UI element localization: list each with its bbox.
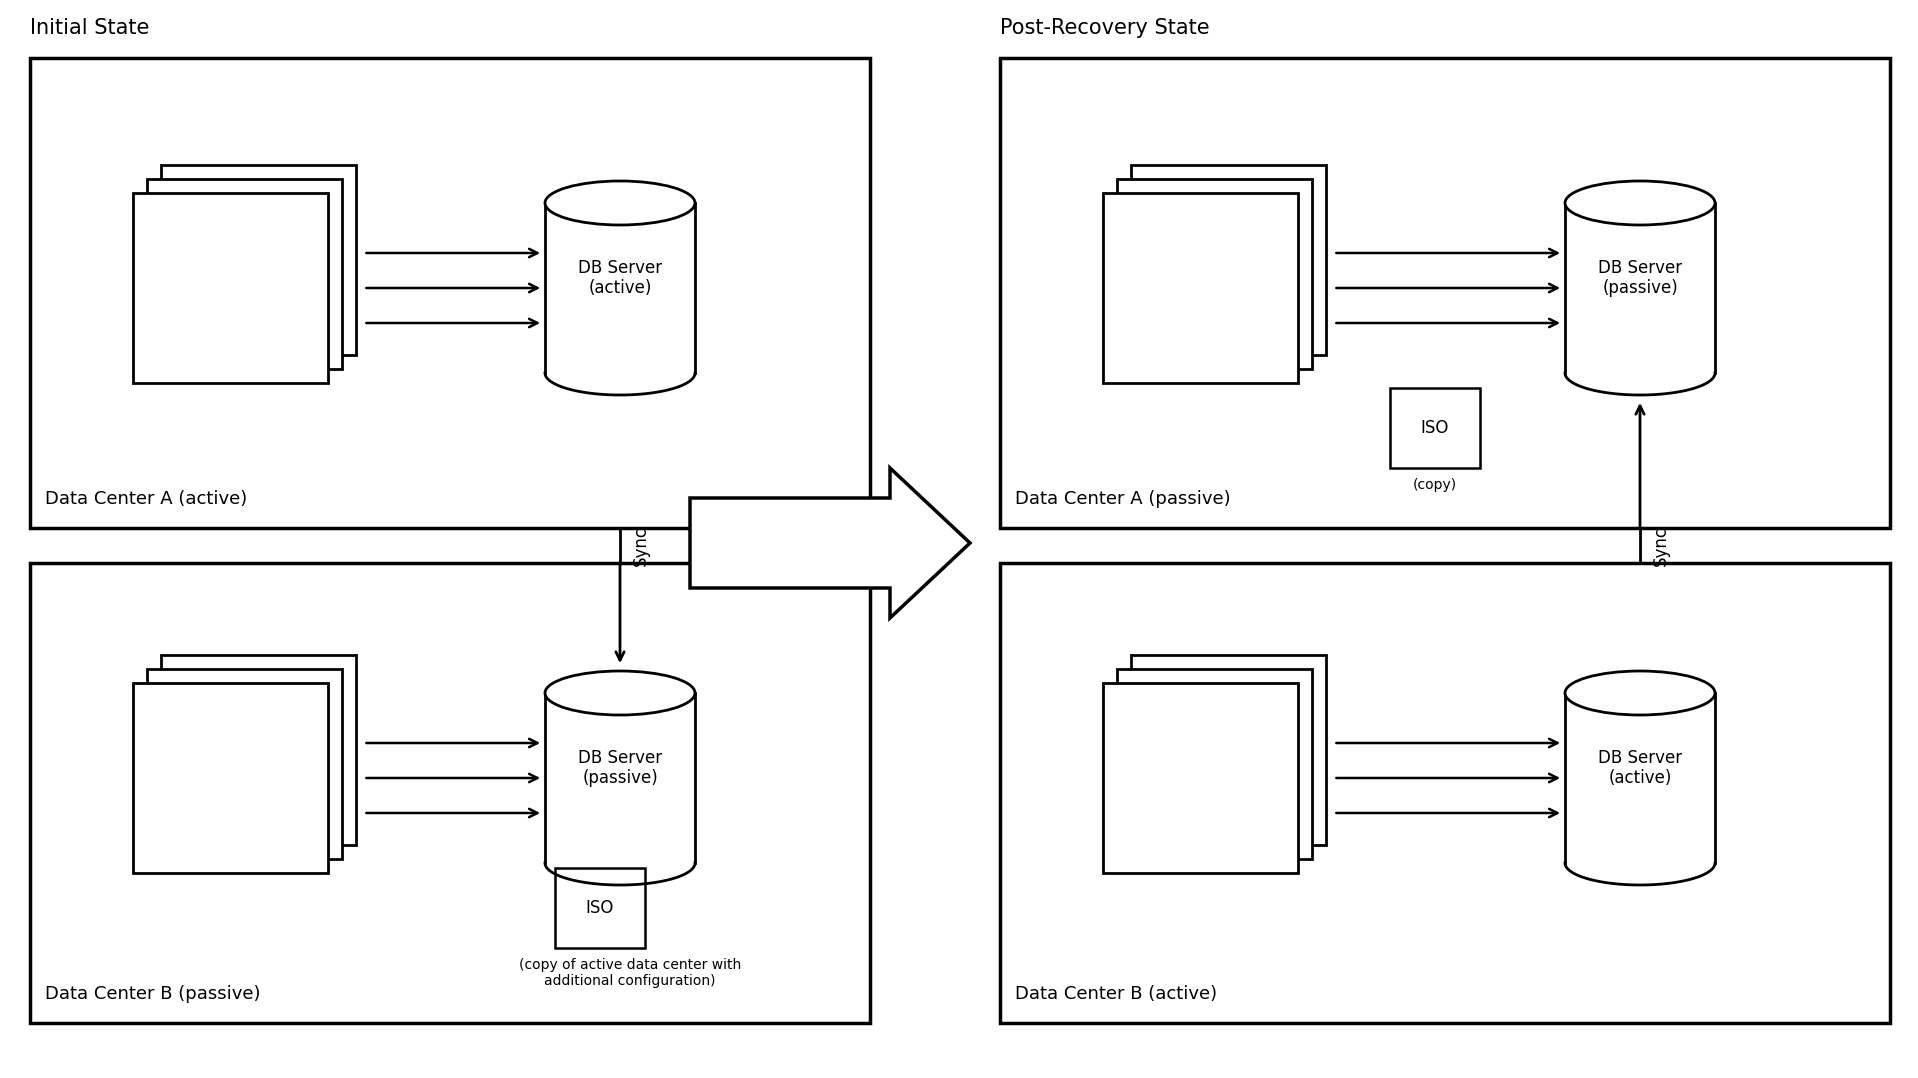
Bar [545, 693, 694, 863]
Text: (copy of active data center with
additional configuration): (copy of active data center with additio… [520, 958, 740, 989]
Bar [31, 58, 871, 528]
Text: ISO: ISO [585, 899, 614, 917]
Text: Sync: Sync [1651, 525, 1671, 566]
Text: HDS Nodes
(Active): HDS Nodes (Active) [190, 253, 284, 292]
Polygon shape [690, 468, 971, 618]
Bar [1565, 203, 1715, 373]
Text: Sync: Sync [633, 525, 650, 566]
Bar [161, 655, 355, 845]
Bar [554, 868, 644, 948]
Ellipse shape [1565, 181, 1715, 225]
Bar [545, 203, 694, 373]
Text: VMs
(registered): VMs (registered) [188, 744, 286, 783]
Text: Data Center B (passive): Data Center B (passive) [44, 985, 261, 1003]
Ellipse shape [545, 671, 694, 715]
Text: Data Center A (passive): Data Center A (passive) [1015, 490, 1231, 508]
Bar [146, 669, 341, 859]
Text: Manual Failover: Manual Failover [725, 534, 855, 552]
Text: (copy): (copy) [1414, 478, 1458, 492]
Bar [1391, 388, 1481, 468]
Bar [1565, 693, 1715, 863]
Bar [1103, 193, 1297, 383]
Bar [161, 165, 355, 355]
Ellipse shape [545, 181, 694, 225]
Bar [999, 58, 1889, 528]
Bar [132, 683, 328, 873]
Text: Data Center A (active): Data Center A (active) [44, 490, 247, 508]
Text: DB Server
(passive): DB Server (passive) [1598, 259, 1682, 298]
Ellipse shape [1565, 671, 1715, 715]
Bar [1130, 165, 1325, 355]
Text: DB Server
(passive): DB Server (passive) [577, 748, 662, 787]
Text: HDS Nodes
(Active): HDS Nodes (Active) [1160, 744, 1254, 783]
Bar [1116, 669, 1312, 859]
Bar [132, 193, 328, 383]
Text: VMs
(registered): VMs (registered) [1158, 253, 1256, 292]
Bar [999, 563, 1889, 1023]
Bar [1103, 683, 1297, 873]
Bar [31, 563, 871, 1023]
Text: DB Server
(active): DB Server (active) [1598, 748, 1682, 787]
Bar [1116, 179, 1312, 369]
Text: DB Server
(active): DB Server (active) [577, 259, 662, 298]
Text: Data Center B (active): Data Center B (active) [1015, 985, 1218, 1003]
Bar [146, 179, 341, 369]
Text: Post-Recovery State: Post-Recovery State [999, 18, 1210, 38]
Bar [1130, 655, 1325, 845]
Text: Initial State: Initial State [31, 18, 150, 38]
Text: ISO: ISO [1421, 419, 1450, 437]
